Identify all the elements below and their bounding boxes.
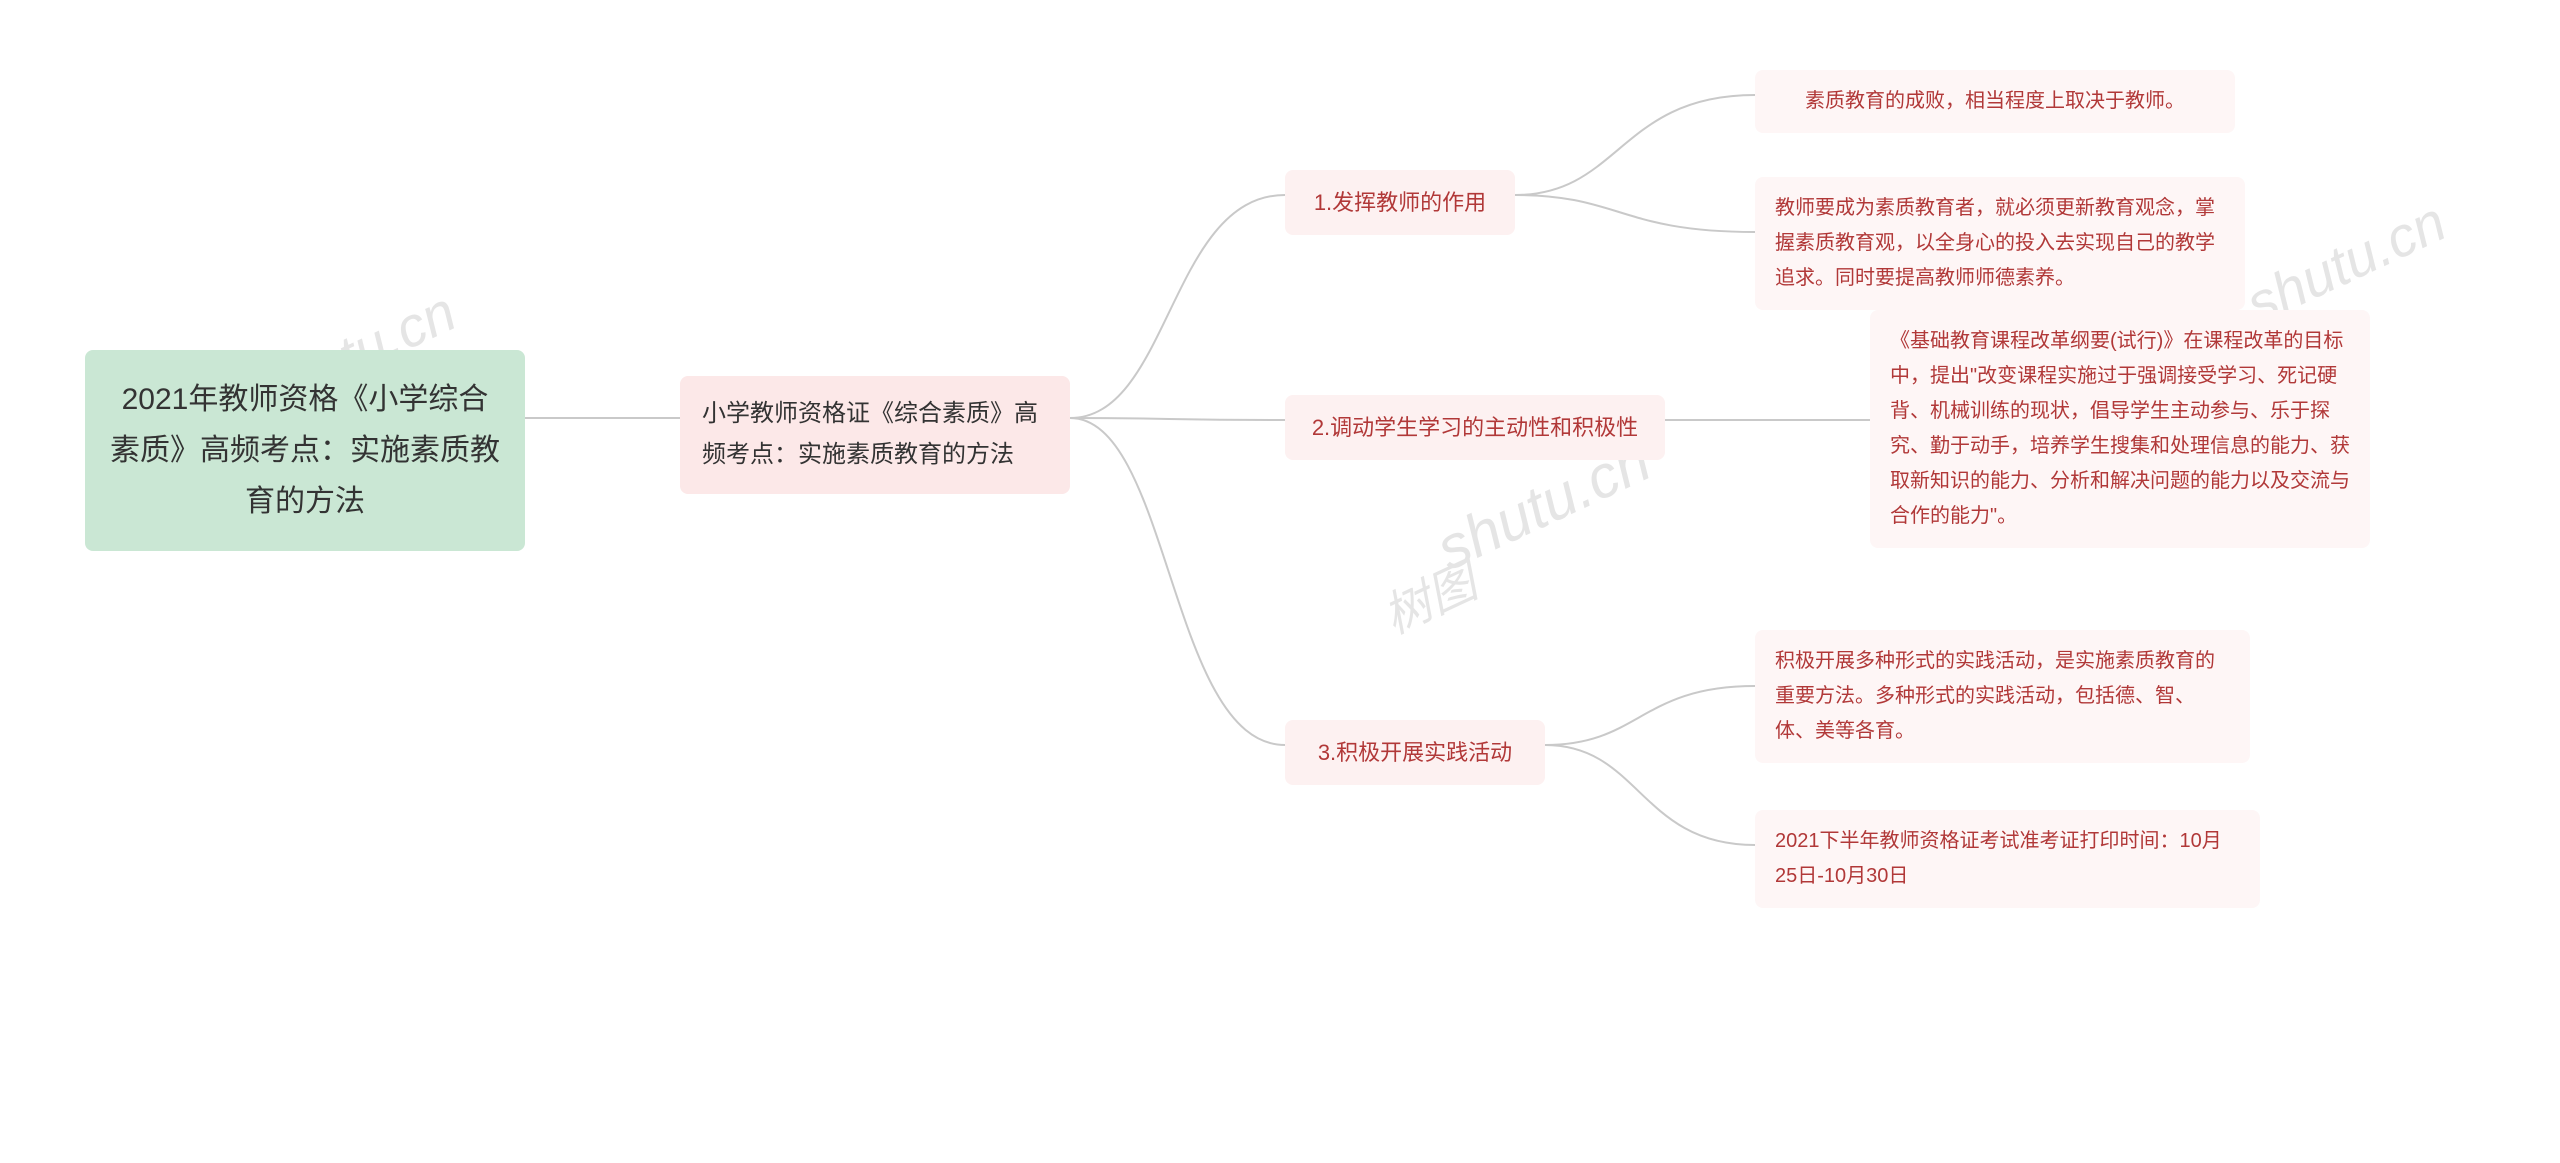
watermark: 树图 — [1370, 543, 1487, 647]
branch-b-label: 2.调动学生学习的主动性和积极性 — [1312, 409, 1638, 446]
branch-c-label: 3.积极开展实践活动 — [1318, 734, 1512, 771]
leaf-b1-label: 《基础教育课程改革纲要(试行)》在课程改革的目标中，提出"改变课程实施过于强调接… — [1890, 324, 2350, 534]
leaf-a1-label: 素质教育的成败，相当程度上取决于教师。 — [1805, 84, 2185, 119]
leaf-a2-label: 教师要成为素质教育者，就必须更新教育观念，掌握素质教育观，以全身心的投入去实现自… — [1775, 191, 2225, 296]
mindmap-branch-c[interactable]: 3.积极开展实践活动 — [1285, 720, 1545, 785]
leaf-c2-label: 2021下半年教师资格证考试准考证打印时间：10月25日-10月30日 — [1775, 824, 2240, 894]
mindmap-leaf-c1[interactable]: 积极开展多种形式的实践活动，是实施素质教育的重要方法。多种形式的实践活动，包括德… — [1755, 630, 2250, 763]
connector-lines — [0, 0, 2560, 1163]
root-label: 2021年教师资格《小学综合素质》高频考点：实施素质教育的方法 — [107, 374, 503, 527]
level1-label: 小学教师资格证《综合素质》高频考点：实施素质教育的方法 — [702, 394, 1048, 476]
mindmap-leaf-a2[interactable]: 教师要成为素质教育者，就必须更新教育观念，掌握素质教育观，以全身心的投入去实现自… — [1755, 177, 2245, 310]
mindmap-level1-node[interactable]: 小学教师资格证《综合素质》高频考点：实施素质教育的方法 — [680, 376, 1070, 494]
branch-a-label: 1.发挥教师的作用 — [1314, 184, 1486, 221]
mindmap-leaf-c2[interactable]: 2021下半年教师资格证考试准考证打印时间：10月25日-10月30日 — [1755, 810, 2260, 908]
mindmap-leaf-a1[interactable]: 素质教育的成败，相当程度上取决于教师。 — [1755, 70, 2235, 133]
mindmap-root-node[interactable]: 2021年教师资格《小学综合素质》高频考点：实施素质教育的方法 — [85, 350, 525, 551]
leaf-c1-label: 积极开展多种形式的实践活动，是实施素质教育的重要方法。多种形式的实践活动，包括德… — [1775, 644, 2230, 749]
mindmap-branch-a[interactable]: 1.发挥教师的作用 — [1285, 170, 1515, 235]
mindmap-leaf-b1[interactable]: 《基础教育课程改革纲要(试行)》在课程改革的目标中，提出"改变课程实施过于强调接… — [1870, 310, 2370, 548]
mindmap-branch-b[interactable]: 2.调动学生学习的主动性和积极性 — [1285, 395, 1665, 460]
